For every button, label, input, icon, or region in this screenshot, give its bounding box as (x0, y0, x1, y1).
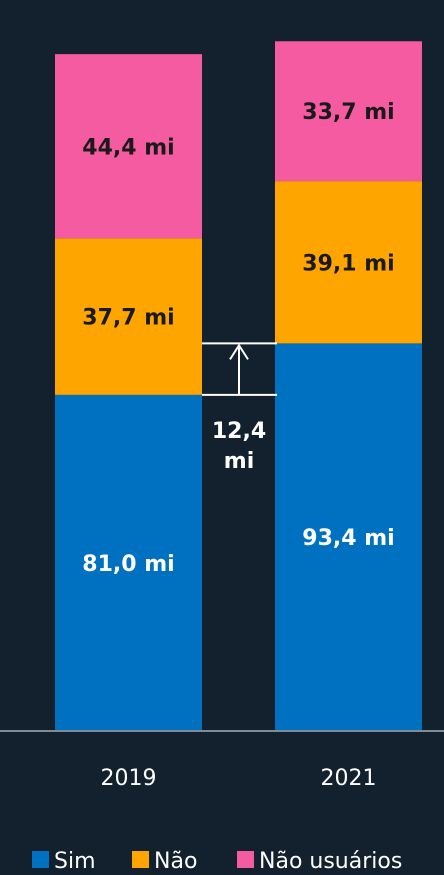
bar-sim-2019 (55, 394, 202, 731)
legend-label: Não (154, 849, 197, 874)
x-tick-label: 2019 (101, 766, 157, 791)
data-label: 93,4 mi (302, 526, 394, 551)
legend-swatch (237, 851, 254, 868)
annotation-unit: mi (224, 449, 254, 474)
legend-label: Sim (54, 849, 96, 874)
bar-labels-group: 81,0 mi 37,7 mi 44,4 mi 93,4 mi 39,1 mi 33,7 … (82, 100, 394, 577)
bar-nao-usuarios-2019 (55, 54, 202, 239)
difference-annotation: 12,4 mi (202, 342, 277, 474)
data-label: 39,1 mi (302, 251, 394, 276)
legend-swatch (32, 851, 49, 868)
bars-group (55, 41, 422, 731)
x-tick-label: 2021 (321, 766, 377, 791)
x-tick-labels-group: 2019 2021 (101, 766, 377, 791)
legend: Sim Não Não usuários (32, 849, 402, 874)
annotation-value: 12,4 (212, 419, 266, 444)
bar-sim-2021 (275, 343, 422, 731)
annotation-arrow-head (229, 343, 249, 360)
data-label: 37,7 mi (82, 306, 174, 331)
data-label: 44,4 mi (82, 135, 174, 160)
bar-nao-usuarios-2021 (275, 41, 422, 182)
legend-label: Não usuários (259, 849, 402, 874)
bar-nao-2021 (275, 181, 422, 344)
legend-swatch (132, 851, 149, 868)
bar-nao-2019 (55, 238, 202, 395)
data-label: 81,0 mi (82, 552, 174, 577)
data-label: 33,7 mi (302, 100, 394, 125)
